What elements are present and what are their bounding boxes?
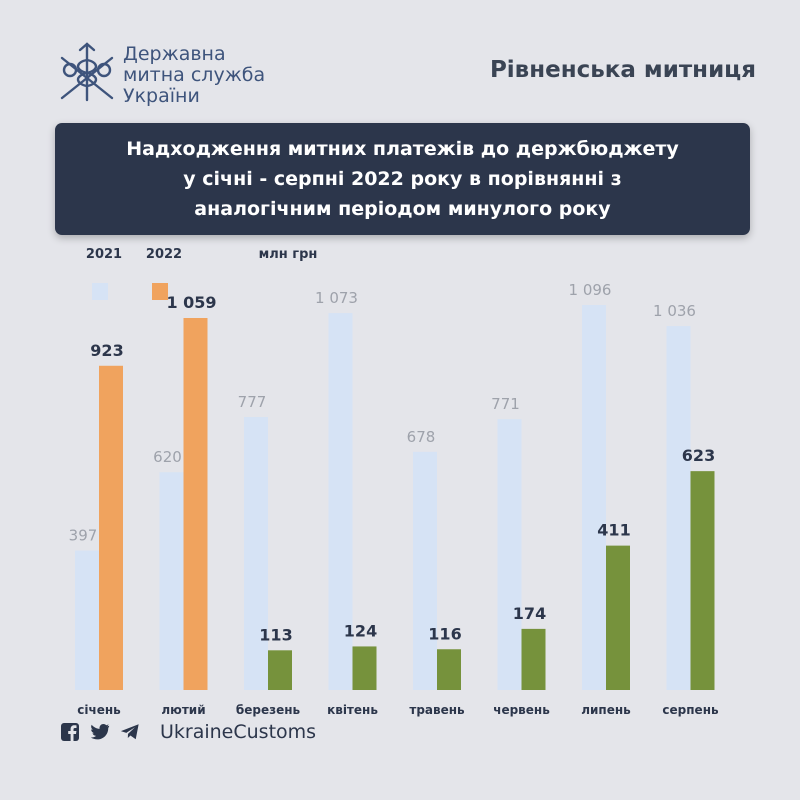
value-label-2022-лютий: 1 059: [166, 293, 216, 312]
value-label-2021-червень: 771: [491, 395, 520, 413]
category-label-березень: березень: [236, 703, 301, 717]
value-label-2021-квітень: 1 073: [315, 289, 358, 307]
title-line-1: Надходження митних платежів до держбюдже…: [126, 138, 679, 160]
legend-swatch-2021: [92, 283, 108, 300]
category-label-червень: червень: [493, 703, 550, 717]
value-label-2022-серпень: 623: [682, 446, 715, 465]
value-label-2022-квітень: 124: [344, 621, 377, 640]
facebook-icon[interactable]: [60, 722, 80, 742]
bar-2021-квітень: [328, 313, 353, 690]
social-handle: UkraineCustoms: [160, 721, 317, 743]
telegram-icon[interactable]: [120, 722, 140, 742]
bar-2021-серпень: [666, 326, 691, 690]
legend-swatch-2022: [152, 283, 168, 300]
bar-2022-січень: [99, 365, 123, 690]
chart-title-banner: Надходження митних платежів до держбюдже…: [55, 123, 750, 235]
legend-label-2021: 2021: [86, 247, 122, 262]
bar-2022-квітень: [352, 646, 377, 690]
value-label-2021-січень: 397: [69, 527, 98, 545]
bar-2022-лютий: [183, 317, 208, 690]
value-label-2021-березень: 777: [238, 393, 267, 411]
customs-office-name: Рівненська митниця: [489, 57, 756, 83]
agency-name: Державна митна служба України: [123, 44, 265, 107]
customs-logo: [60, 42, 114, 102]
value-label-2022-березень: 113: [259, 625, 292, 644]
bar-2022-травень: [437, 649, 461, 690]
category-label-січень: січень: [77, 703, 121, 717]
value-label-2021-травень: 678: [407, 428, 436, 446]
bar-2022-червень: [521, 628, 546, 690]
agency-name-line-3: України: [123, 85, 200, 107]
category-label-лютий: лютий: [161, 703, 205, 717]
value-label-2022-травень: 116: [428, 624, 461, 643]
bar-2022-липень: [606, 545, 630, 690]
value-label-2021-лютий: 620: [153, 448, 182, 466]
social-footer: UkraineCustoms: [60, 720, 316, 744]
unit-label: млн грн: [259, 247, 318, 262]
value-label-2022-липень: 411: [597, 521, 630, 540]
legend-label-2022: 2022: [146, 247, 182, 262]
bar-2021-січень: [75, 550, 99, 690]
value-label-2022-червень: 174: [513, 604, 546, 623]
value-label-2021-серпень: 1 036: [653, 302, 696, 320]
bar-2022-серпень: [690, 471, 715, 690]
bar-2021-березень: [244, 417, 268, 690]
title-line-2: у січні - серпні 2022 року в порівнянні …: [183, 168, 622, 190]
category-label-квітень: квітень: [327, 703, 378, 717]
category-label-серпень: серпень: [662, 703, 719, 717]
value-label-2021-липень: 1 096: [569, 281, 612, 299]
category-label-липень: липень: [581, 703, 631, 717]
bar-2021-травень: [413, 451, 437, 690]
agency-name-line-2: митна служба: [123, 64, 266, 86]
bar-2021-липень: [582, 305, 606, 690]
bar-2021-лютий: [159, 472, 184, 690]
title-line-3: аналогічним періодом минулого року: [194, 198, 611, 220]
agency-name-line-1: Державна: [123, 43, 226, 65]
category-label-травень: травень: [409, 703, 465, 717]
twitter-icon[interactable]: [90, 722, 110, 742]
bar-2022-березень: [268, 650, 292, 690]
bar-2021-червень: [497, 419, 522, 690]
value-label-2022-січень: 923: [90, 341, 123, 360]
